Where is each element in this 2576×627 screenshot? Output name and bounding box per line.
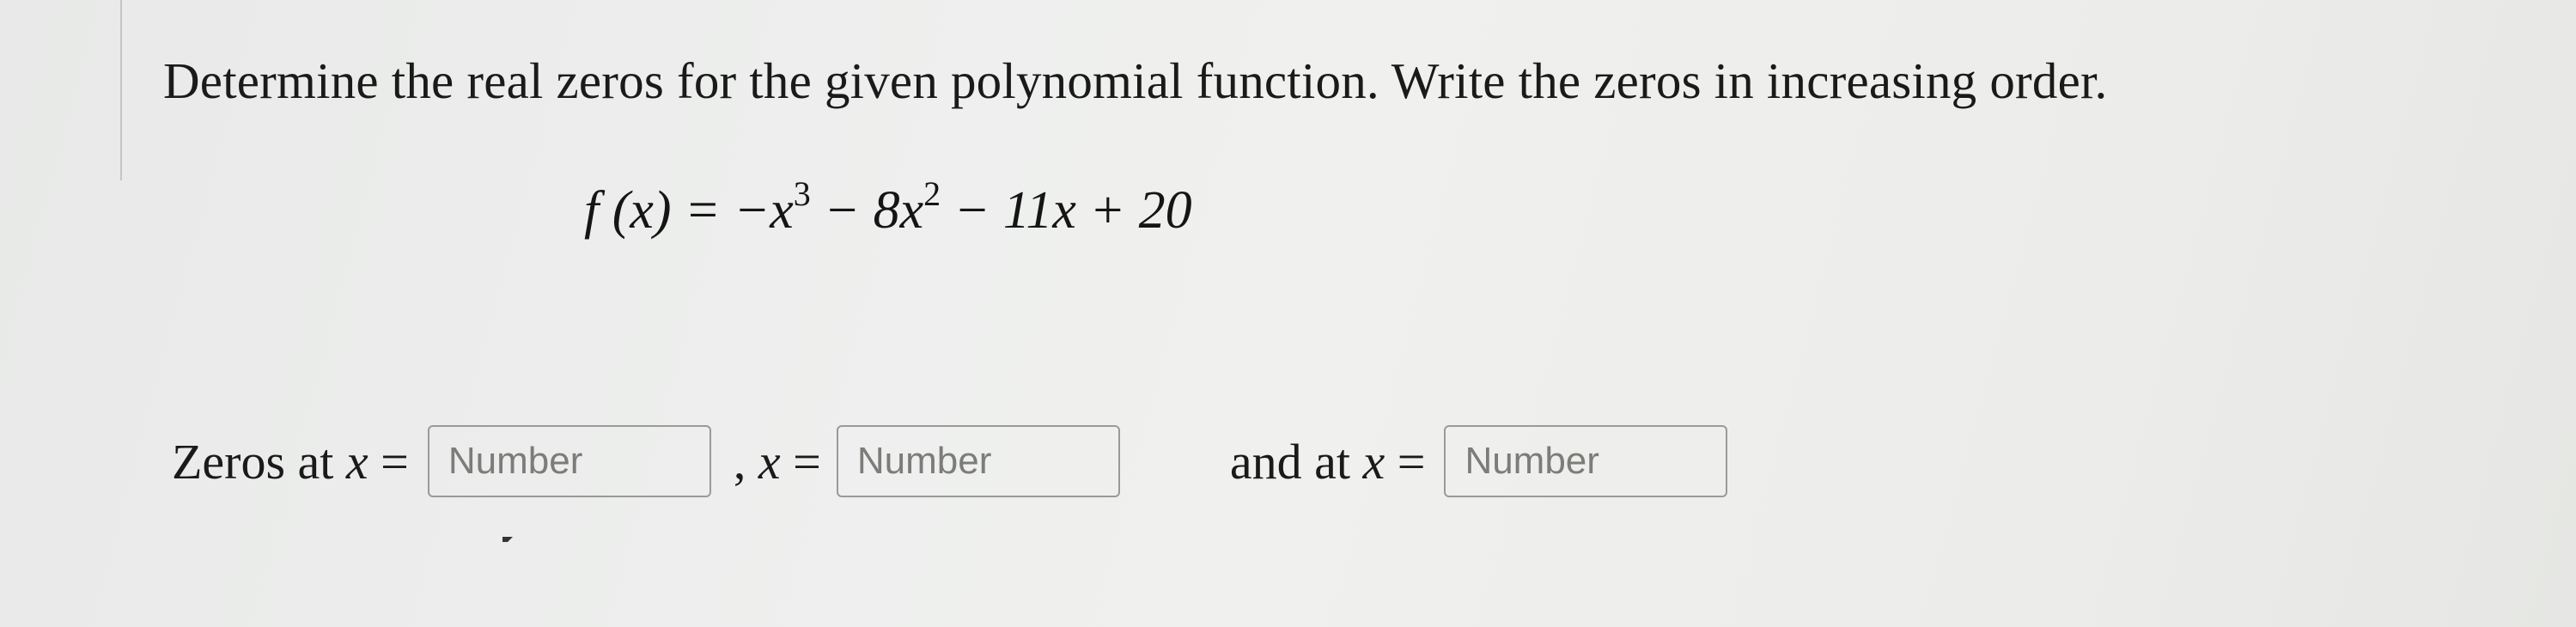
zero-input-3[interactable] bbox=[1444, 425, 1727, 497]
cursor-caret-icon bbox=[502, 537, 513, 547]
equation: f (x) = −x3 − 8x2 − 11x + 20 bbox=[584, 180, 1192, 241]
zeros-label: Zeros at x = bbox=[172, 433, 409, 490]
zero-input-2[interactable] bbox=[837, 425, 1120, 497]
var-x-1: x bbox=[346, 434, 368, 490]
question-prompt: Determine the real zeros for the given p… bbox=[163, 52, 2517, 111]
equation-t1: −x bbox=[734, 181, 793, 240]
equation-e1: 3 bbox=[794, 174, 811, 213]
zeros-label-text: Zeros at bbox=[172, 434, 346, 490]
separator-1: , x = bbox=[734, 433, 821, 490]
zero-input-1[interactable] bbox=[428, 425, 711, 497]
equation-lhs: f (x) = bbox=[584, 181, 734, 240]
equation-t3: − 11x + 20 bbox=[941, 181, 1192, 240]
eq-1: = bbox=[368, 434, 409, 490]
question-content: Determine the real zeros for the given p… bbox=[163, 52, 2517, 111]
eq-3: = bbox=[1385, 434, 1425, 490]
eq-2: = bbox=[781, 434, 821, 490]
equation-t2: − 8x bbox=[811, 181, 923, 240]
and-at-label: and at x = bbox=[1230, 433, 1426, 490]
equation-e2: 2 bbox=[923, 174, 941, 213]
var-x-3: x bbox=[1362, 434, 1385, 490]
and-at-text: and at bbox=[1230, 434, 1363, 490]
question-left-rule bbox=[120, 0, 122, 180]
var-x-2: x bbox=[758, 434, 781, 490]
answer-row: Zeros at x = , x = and at x = bbox=[172, 425, 1734, 497]
sep1-text: , bbox=[734, 434, 758, 490]
